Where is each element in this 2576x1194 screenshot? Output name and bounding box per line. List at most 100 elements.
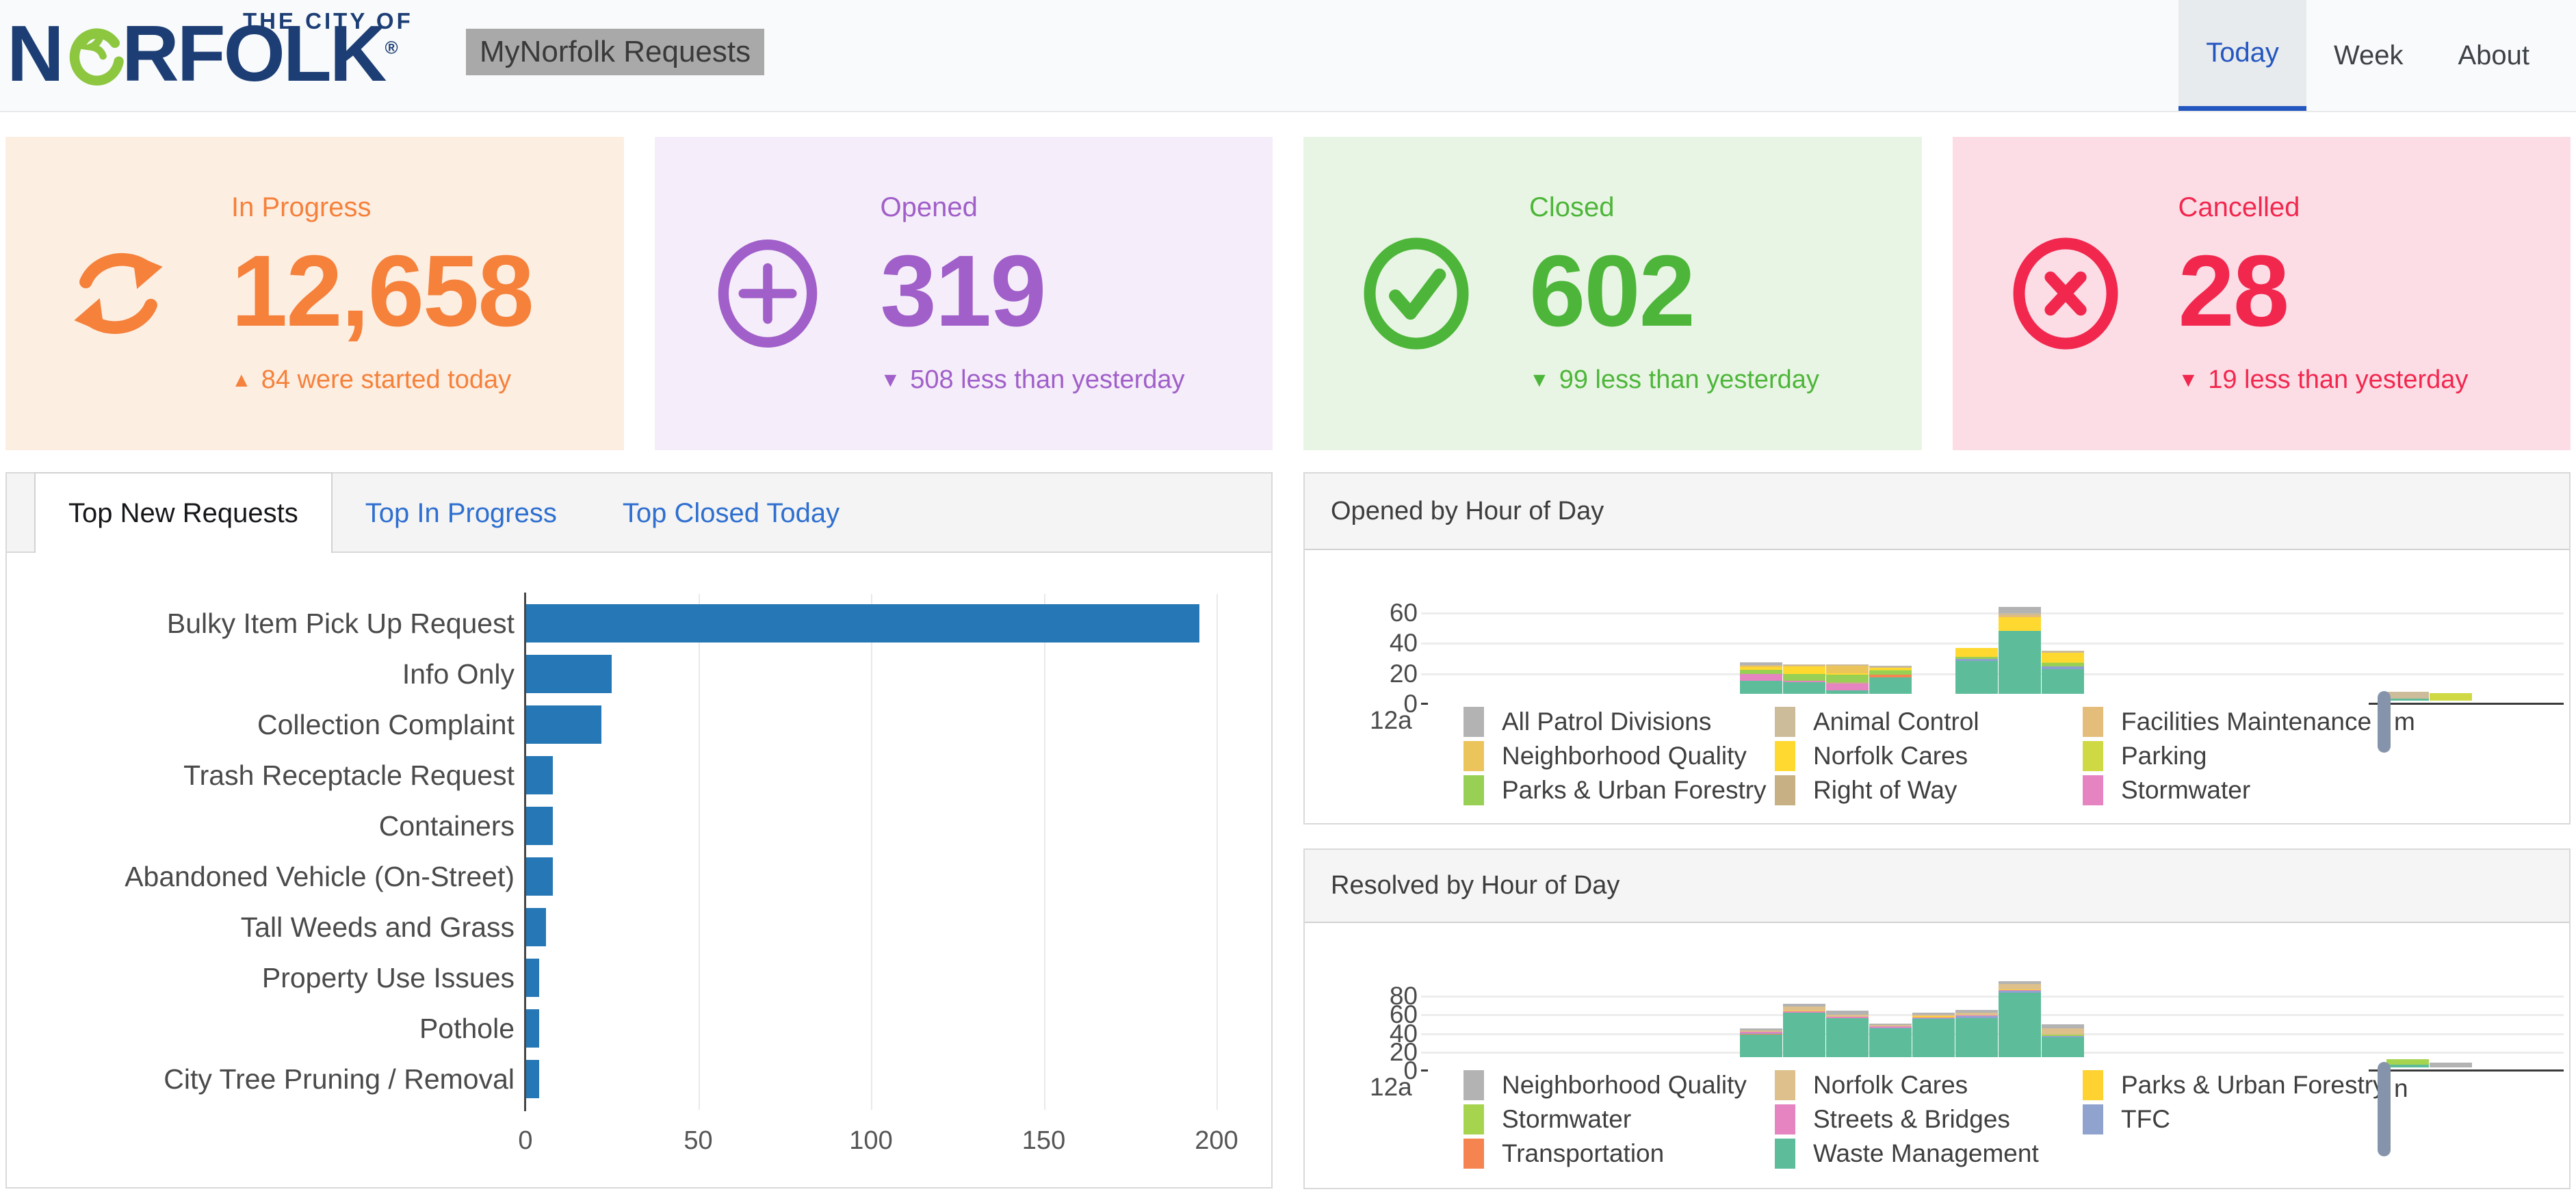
segment-neighborhood-quality <box>2430 1063 2472 1067</box>
legend-item-parking[interactable]: Parking <box>2083 741 2371 771</box>
table-row: Collection Complaint <box>7 699 1230 750</box>
stacked-bar-hour-23[interactable] <box>2430 1063 2472 1067</box>
x-tick-label-first: 12a <box>1370 1073 1412 1102</box>
legend-scrollbar[interactable] <box>2378 1062 2391 1156</box>
legend-label: Facilities Maintenance <box>2121 708 2371 736</box>
bar-bulky-item-pick-up-request[interactable] <box>525 604 1199 643</box>
legend-swatch <box>1775 741 1795 771</box>
legend-label: Stormwater <box>2121 776 2250 805</box>
stacked-bar-hour-13[interactable] <box>1999 981 2041 1067</box>
legend-label: Stormwater <box>1502 1105 1631 1134</box>
legend-item-waste-management[interactable]: Waste Management <box>1775 1139 2083 1169</box>
tab-top-closed-today[interactable]: Top Closed Today <box>590 475 872 551</box>
legend-swatch <box>1463 1070 1484 1100</box>
legend-item-neighborhood-quality[interactable]: Neighborhood Quality <box>1463 1070 1775 1100</box>
legend-swatch <box>2083 775 2103 805</box>
plus-circle-icon <box>710 235 826 352</box>
bar-containers[interactable] <box>525 807 553 845</box>
stacked-bar-hour-22[interactable] <box>2386 1059 2429 1067</box>
nav-tab-week[interactable]: Week <box>2306 0 2431 111</box>
segment-animal-control <box>2386 692 2429 699</box>
tab-top-in-progress[interactable]: Top In Progress <box>333 475 590 551</box>
stat-card-in-progress: In Progress12,658▲84 were started today <box>5 137 624 450</box>
legend-item-streets-bridges[interactable]: Streets & Bridges <box>1775 1104 2083 1134</box>
legend-label: Parks & Urban Forestry <box>1502 776 1767 805</box>
bar-property-use-issues[interactable] <box>525 959 539 997</box>
legend-item-norfolk-cares[interactable]: Norfolk Cares <box>1775 741 2083 771</box>
stacked-bar-hour-23[interactable] <box>2430 693 2472 701</box>
legend-item-stormwater[interactable]: Stormwater <box>1463 1104 1775 1134</box>
segment-norfolk-cares <box>2042 1028 2084 1035</box>
stat-card-content: Opened319▼508 less than yesterday <box>881 192 1185 395</box>
stat-card-delta-text: 508 less than yesterday <box>910 365 1184 395</box>
table-row: Info Only <box>7 649 1230 699</box>
stat-card-content: Cancelled28▼19 less than yesterday <box>2178 192 2469 395</box>
bar-collection-complaint[interactable] <box>525 705 601 744</box>
legend-item-neighborhood-quality[interactable]: Neighborhood Quality <box>1463 741 1775 771</box>
app-header: THE CITY OF NO RFOLK® MyNorfolk Requests… <box>0 0 2576 112</box>
stat-card-delta-text: 84 were started today <box>261 365 511 395</box>
stat-card-delta-text: 99 less than yesterday <box>1559 365 1819 395</box>
mermaid-icon: O <box>62 14 122 93</box>
x-tick-label: 200 <box>1195 1126 1238 1156</box>
stat-card-value: 602 <box>1529 241 1819 342</box>
legend-swatch <box>1775 707 1795 737</box>
bar-city-tree-pruning-removal[interactable] <box>525 1060 539 1098</box>
legend-item-norfolk-cares[interactable]: Norfolk Cares <box>1775 1070 2083 1100</box>
bar-track <box>525 1003 1230 1054</box>
legend-swatch <box>1775 1139 1795 1169</box>
segment-waste-management <box>1999 993 2041 1067</box>
table-row: Bulky Item Pick Up Request <box>7 598 1230 649</box>
legend-item-tfc[interactable]: TFC <box>2083 1104 2386 1134</box>
x-tick-label: 50 <box>684 1126 712 1156</box>
x-tick-label: 150 <box>1022 1126 1065 1156</box>
category-label: Property Use Issues <box>7 962 525 994</box>
table-row: Pothole <box>7 1003 1230 1054</box>
segment-parks-urban-forestry <box>1783 674 1825 681</box>
stat-card-content: In Progress12,658▲84 were started today <box>231 192 533 395</box>
chart-legend: All Patrol Divisions Animal Control Facili… <box>1428 694 2369 816</box>
bar-abandoned-vehicle-on-street[interactable] <box>525 857 553 896</box>
legend-label: Waste Management <box>1813 1139 2039 1168</box>
tab-top-new-requests[interactable]: Top New Requests <box>34 472 333 553</box>
bar-tall-weeds-and-grass[interactable] <box>525 908 546 946</box>
legend-label: Streets & Bridges <box>1813 1105 2010 1134</box>
legend-item-parks-urban-forestry[interactable]: Parks & Urban Forestry <box>1463 775 1775 805</box>
stacked-bar-hour-13[interactable] <box>1999 607 2041 701</box>
legend-item-stormwater[interactable]: Stormwater <box>2083 775 2371 805</box>
stacked-bar-hour-12[interactable] <box>1955 647 1998 701</box>
registered-mark: ® <box>385 37 396 57</box>
segment-stormwater <box>2386 1059 2429 1065</box>
stat-card-delta: ▼19 less than yesterday <box>2178 365 2469 395</box>
category-label: City Tree Pruning / Removal <box>7 1063 525 1095</box>
legend-item-transportation[interactable]: Transportation <box>1463 1139 1775 1169</box>
x-tick-label-first: 12a <box>1370 706 1412 735</box>
bar-track <box>525 649 1230 699</box>
opened-by-hour-of-day-panel: Opened by Hour of Day204060012aAll Patro… <box>1303 472 2571 825</box>
legend-label: Norfolk Cares <box>1813 1071 1968 1100</box>
legend-item-right-of-way[interactable]: Right of Way <box>1775 775 2083 805</box>
nav-tab-about[interactable]: About <box>2430 0 2557 111</box>
stat-card-cancelled: Cancelled28▼19 less than yesterday <box>1953 137 2571 450</box>
stacked-bar-hour-22[interactable] <box>2386 692 2429 701</box>
legend-item-all-patrol-divisions[interactable]: All Patrol Divisions <box>1463 707 1775 737</box>
category-label: Containers <box>7 810 525 842</box>
bar-trash-receptacle-request[interactable] <box>525 756 553 794</box>
legend-scrollbar[interactable] <box>2378 691 2391 753</box>
bar-track <box>525 952 1230 1003</box>
top-requests-panel: Top New RequestsTop In ProgressTop Close… <box>5 472 1273 1189</box>
bar-info-only[interactable] <box>525 655 612 693</box>
legend-item-parks-urban-forestry[interactable]: Parks & Urban Forestry <box>2083 1070 2386 1100</box>
legend-label: All Patrol Divisions <box>1502 708 1711 736</box>
legend-label: Neighborhood Quality <box>1502 742 1747 770</box>
nav-tab-today[interactable]: Today <box>2178 0 2306 111</box>
segment-waste-management <box>2386 699 2429 701</box>
legend-item-facilities-maintenance[interactable]: Facilities Maintenance <box>2083 707 2371 737</box>
bar-pothole[interactable] <box>525 1009 539 1048</box>
segment-parks-urban-forestry <box>1740 670 1782 675</box>
table-row: Tall Weeds and Grass <box>7 902 1230 952</box>
legend-item-animal-control[interactable]: Animal Control <box>1775 707 2083 737</box>
legend-swatch <box>1463 741 1484 771</box>
table-row: Containers <box>7 801 1230 851</box>
segment-waste-management <box>1999 631 2041 701</box>
